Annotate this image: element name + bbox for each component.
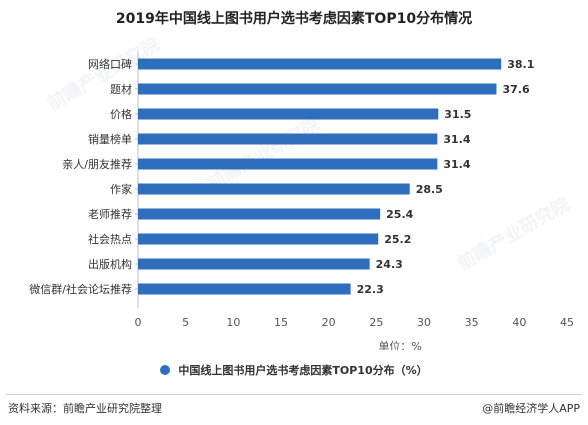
- legend-label: 中国线上图书用户选书考虑因素TOP10分布（%）: [178, 364, 428, 377]
- credit-note: @前瞻经济学人APP: [482, 402, 580, 415]
- source-note: 资料来源：前瞻产业研究院整理: [8, 402, 162, 415]
- legend: 中国线上图书用户选书考虑因素TOP10分布（%）: [0, 362, 588, 378]
- bar: [138, 158, 438, 170]
- bar-chart: 网络口碑 38.1 题材 37.6 价格 31.5 销量榜单 31.4 亲人/朋友推荐 31.4 作…: [29, 52, 574, 350]
- x-axis-label: 单位：%: [378, 339, 421, 350]
- category-label: 亲人/朋友推荐: [62, 157, 132, 171]
- bar: [138, 58, 502, 70]
- bar: [138, 208, 381, 220]
- data-label: 24.3: [376, 258, 403, 271]
- x-tick-label: 0: [135, 316, 142, 329]
- x-tick-label: 45: [560, 316, 574, 329]
- bar: [138, 133, 438, 145]
- category-label: 老师推荐: [88, 207, 132, 221]
- x-tick-label: 15: [274, 316, 288, 329]
- x-tick-label: 10: [226, 316, 240, 329]
- data-label: 31.4: [443, 158, 470, 171]
- category-label: 题材: [110, 82, 132, 96]
- legend-marker: [160, 365, 171, 375]
- category-label: 网络口碑: [88, 57, 132, 71]
- x-tick-label: 30: [417, 316, 431, 329]
- category-label: 出版机构: [88, 257, 132, 271]
- data-label: 28.5: [416, 183, 443, 196]
- data-label: 38.1: [507, 58, 534, 71]
- bar: [138, 283, 351, 295]
- category-label: 价格: [110, 107, 132, 121]
- bar: [138, 83, 497, 95]
- data-label: 25.4: [386, 208, 413, 221]
- category-label: 社会热点: [88, 232, 132, 246]
- data-label: 31.5: [444, 108, 471, 121]
- x-tick-label: 25: [369, 316, 383, 329]
- x-tick-label: 35: [465, 316, 479, 329]
- data-label: 31.4: [443, 133, 470, 146]
- data-label: 25.2: [384, 233, 411, 246]
- bar: [138, 108, 439, 120]
- bar: [138, 233, 379, 245]
- x-tick-label: 40: [512, 316, 526, 329]
- category-label: 作家: [110, 182, 132, 196]
- bar: [138, 258, 370, 270]
- data-label: 22.3: [357, 283, 384, 296]
- x-tick-label: 5: [182, 316, 189, 329]
- data-label: 37.6: [502, 83, 529, 96]
- chart-title: 2019年中国线上图书用户选书考虑因素TOP10分布情况: [115, 11, 473, 27]
- category-label: 微信群/社会论坛推荐: [29, 282, 132, 296]
- x-tick-label: 20: [322, 316, 336, 329]
- category-label: 销量榜单: [88, 132, 132, 146]
- bar: [138, 183, 410, 195]
- footer-divider: [6, 394, 582, 395]
